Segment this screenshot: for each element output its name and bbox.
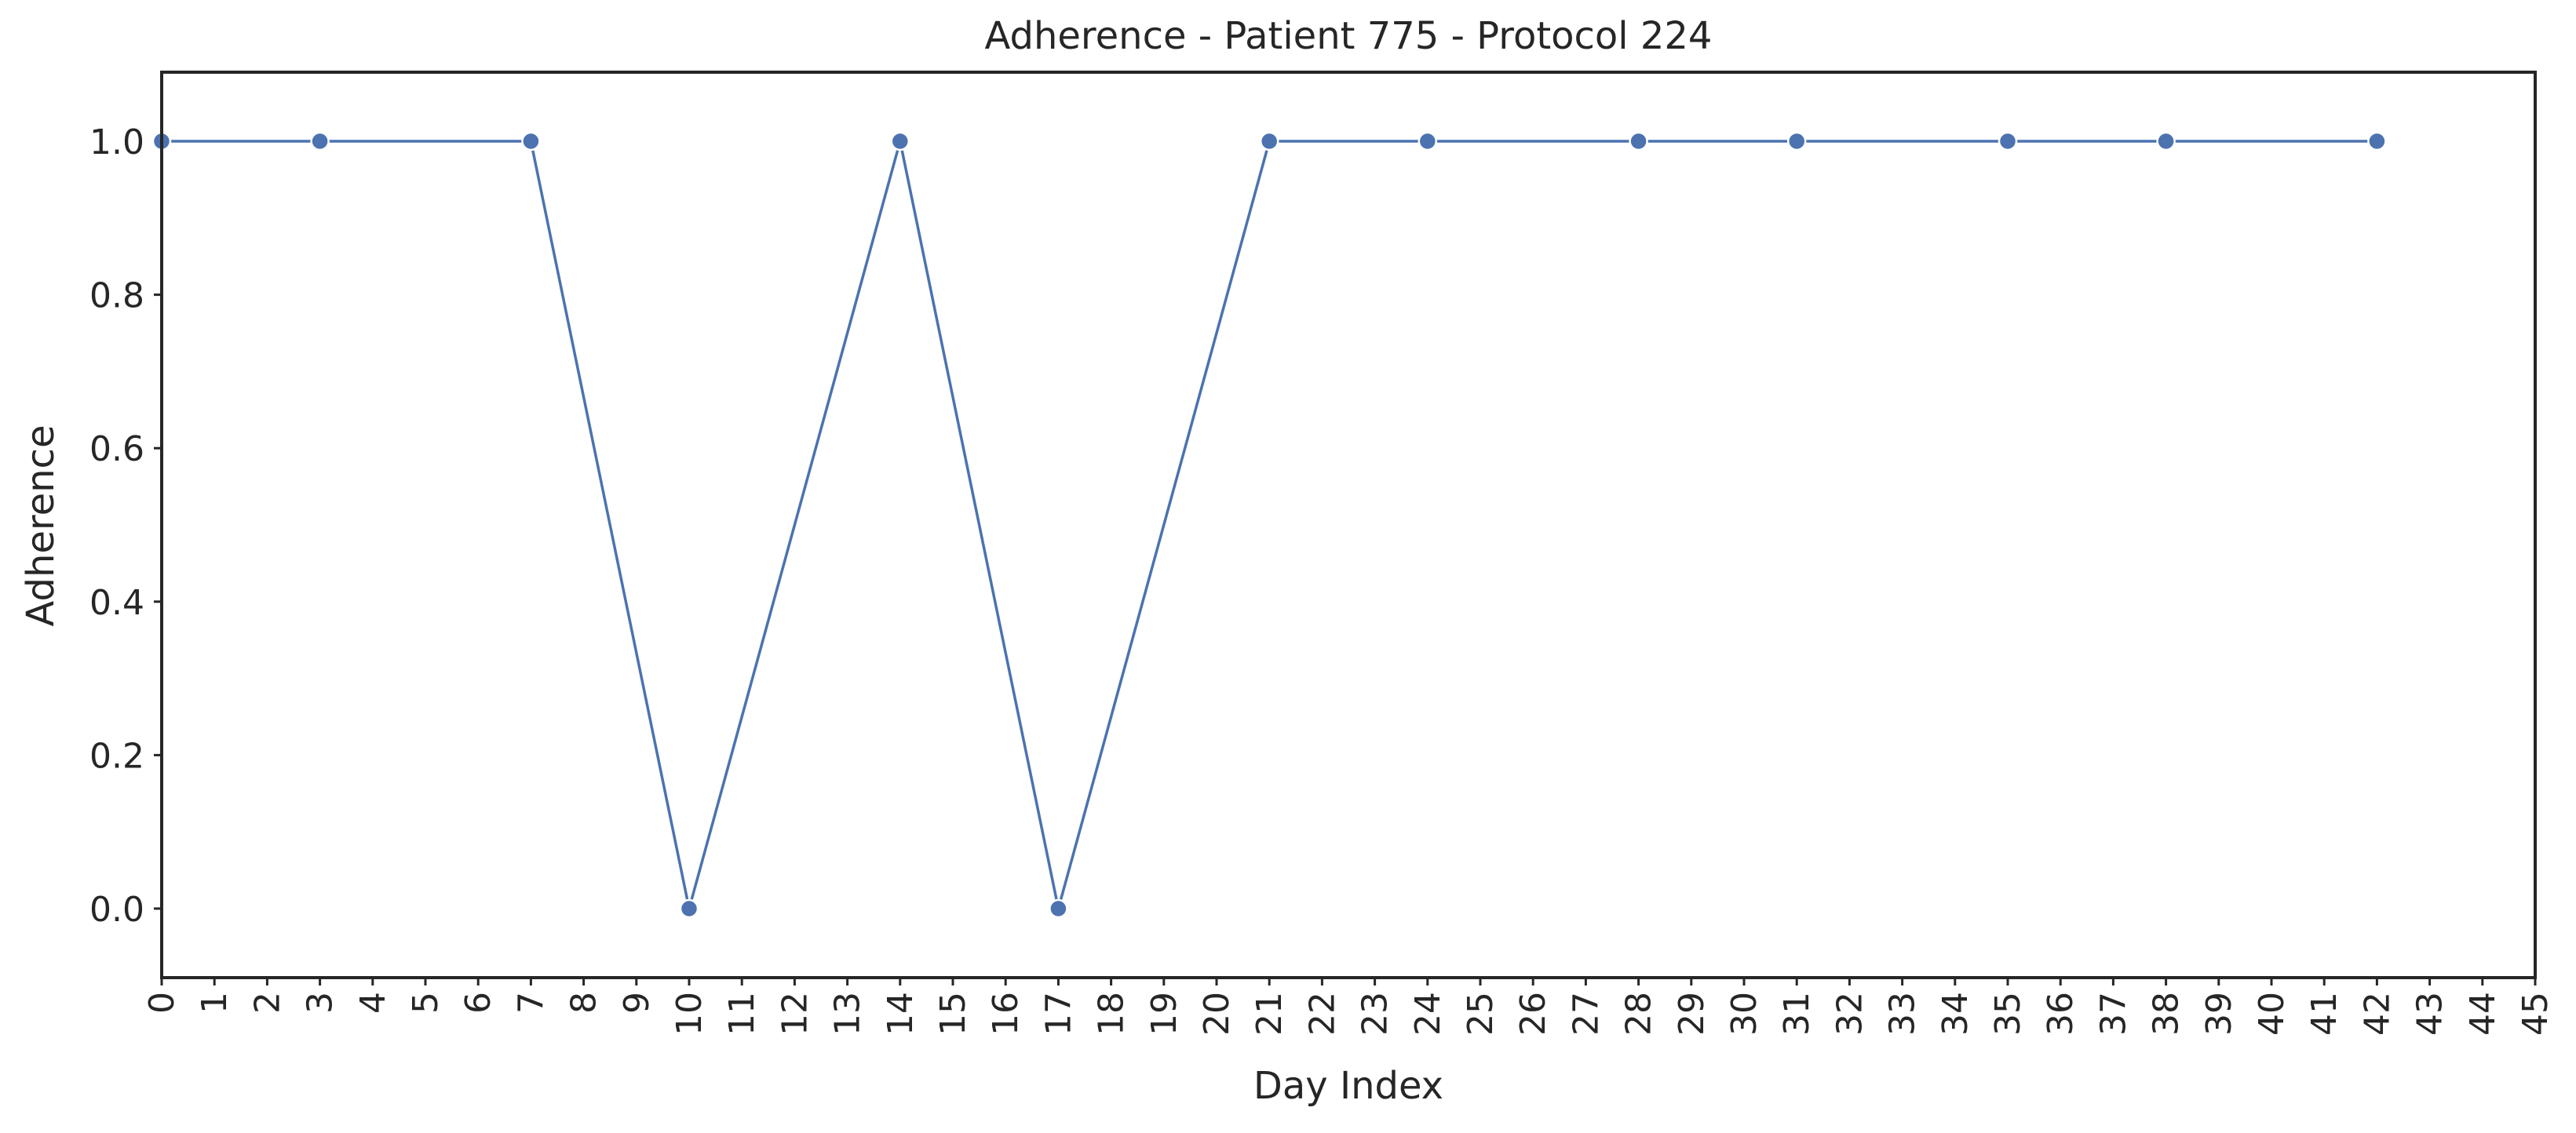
x-tick-label: 3 [301,992,341,1014]
x-tick-label: 19 [1144,992,1184,1036]
x-tick-label: 41 [2304,992,2344,1036]
chart-title: Adherence - Patient 775 - Protocol 224 [985,14,1713,58]
x-tick-label: 10 [670,992,710,1036]
x-tick-label: 43 [2410,992,2450,1036]
data-point [310,131,330,151]
x-tick-label: 44 [2463,992,2503,1036]
y-axis-label: Adherence [19,425,63,627]
x-tick-label: 0 [142,992,182,1014]
x-tick-label: 21 [1250,992,1290,1036]
y-tick-label: 0.6 [89,429,144,469]
y-tick-label: 1.0 [89,122,144,162]
x-tick-label: 34 [1936,992,1976,1036]
x-tick-label: 2 [247,992,287,1014]
y-tick-label: 0.8 [89,276,144,316]
x-tick-label: 25 [1461,992,1501,1036]
x-tick-label: 15 [933,992,973,1036]
x-tick-label: 17 [1038,992,1078,1036]
x-tick-label: 12 [775,992,815,1036]
x-tick-label: 14 [881,992,921,1036]
x-tick-label: 22 [1302,992,1342,1036]
x-tick-label: 6 [458,992,498,1014]
y-tick-label: 0.0 [89,890,144,930]
x-tick-label: 39 [2199,992,2239,1036]
x-tick-label: 33 [1883,992,1923,1036]
x-tick-label: 30 [1724,992,1764,1036]
x-tick-label: 11 [722,992,762,1036]
data-point [1259,131,1279,151]
x-tick-label: 32 [1830,992,1870,1036]
x-tick-label: 37 [2093,992,2133,1036]
data-point [890,131,910,151]
data-point [1786,131,1807,151]
x-tick-label: 26 [1513,992,1553,1036]
x-tick-label: 31 [1777,992,1817,1036]
data-point [2367,131,2387,151]
data-point [679,898,699,919]
x-tick-label: 18 [1092,992,1132,1036]
x-tick-label: 5 [406,992,446,1014]
x-tick-label: 29 [1672,992,1712,1036]
x-tick-label: 4 [353,992,393,1014]
x-tick-label: 24 [1408,992,1448,1036]
ticks: 0.00.20.40.60.81.00 1 2 3 4 5 6 7 8 9 10 11 12 13 14 15… [89,122,2556,1036]
data-point [1629,131,1648,151]
x-tick-label: 45 [2516,992,2556,1036]
x-tick-label: 7 [511,992,551,1014]
data-point [1049,898,1068,919]
x-tick-label: 16 [986,992,1026,1036]
x-tick-label: 35 [1988,992,2028,1036]
x-tick-label: 38 [2147,992,2187,1036]
x-tick-label: 28 [1619,992,1659,1036]
data-point [2156,131,2176,151]
x-tick-label: 9 [617,992,657,1014]
series-layer [151,131,2387,919]
x-tick-label: 20 [1197,992,1237,1036]
x-tick-label: 23 [1356,992,1396,1036]
x-tick-label: 8 [564,992,604,1014]
plot-frame [160,71,2537,979]
x-tick-label: 1 [195,992,235,1014]
x-tick-label: 42 [2357,992,2397,1036]
y-tick-label: 0.4 [89,583,144,623]
y-tick-label: 0.2 [89,736,144,776]
x-tick-label: 13 [828,992,868,1036]
x-axis-label: Day Index [1253,1064,1443,1108]
x-tick-label: 40 [2252,992,2292,1036]
data-point [1998,131,2018,151]
data-point [1418,131,1438,151]
data-point [521,131,541,151]
x-tick-label: 27 [1566,992,1606,1036]
x-tick-label: 36 [2041,992,2081,1036]
